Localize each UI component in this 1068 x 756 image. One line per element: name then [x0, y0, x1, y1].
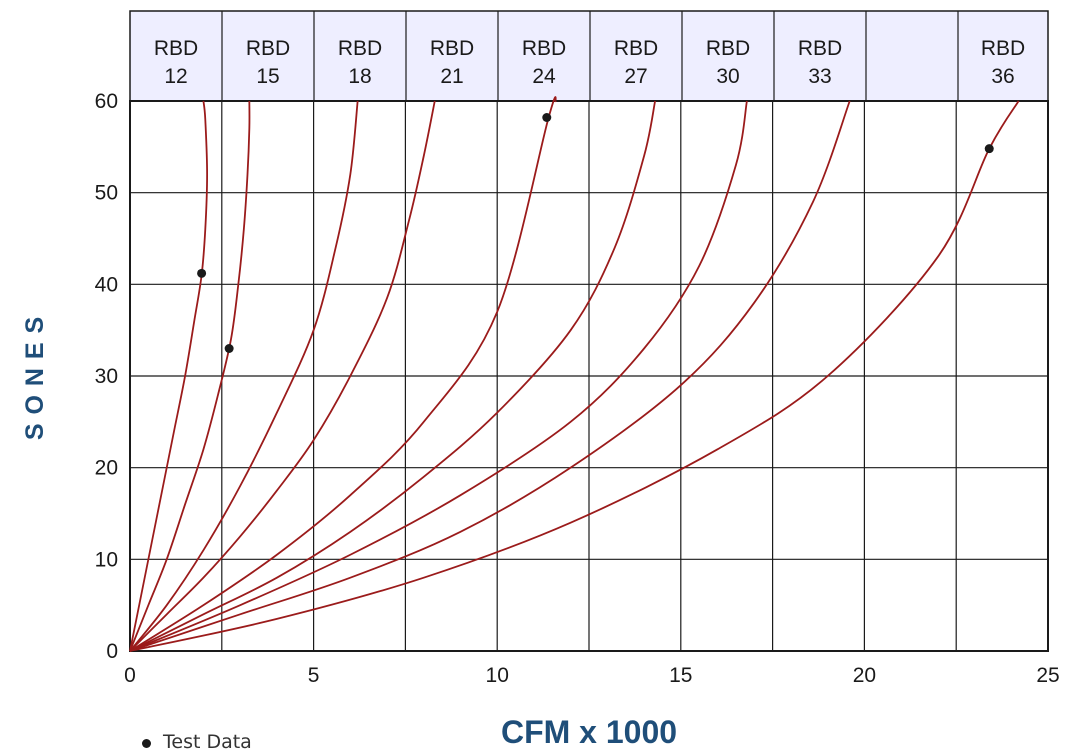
- test-data-point: [197, 268, 207, 278]
- header-label-line2: 15: [256, 65, 279, 88]
- curve-rbd-30: [129, 100, 748, 652]
- x-tick-label: 15: [669, 664, 692, 687]
- y-tick-label: 20: [95, 457, 118, 480]
- y-tick-label: 0: [106, 640, 118, 663]
- curve-rbd-27: [129, 100, 656, 652]
- header-label-line2: 21: [440, 65, 463, 88]
- header-label-line2: 24: [532, 65, 556, 88]
- header-label-line1: RBD: [246, 37, 290, 60]
- x-tick-label: 20: [853, 664, 876, 687]
- y-tick-label: 30: [95, 365, 118, 388]
- test-data-legend-marker: [142, 739, 151, 748]
- x-tick-label: 0: [124, 664, 136, 687]
- header-label-line1: RBD: [614, 37, 658, 60]
- header-label-line2: 36: [991, 65, 1014, 88]
- test-data-point: [542, 113, 552, 122]
- y-tick-label: 60: [95, 90, 118, 113]
- test-data-point: [984, 144, 994, 154]
- y-tick-label: 10: [95, 548, 118, 571]
- curve-rbd-12: [129, 100, 209, 652]
- y-tick-label: 40: [95, 273, 118, 296]
- curve-rbd-36: [129, 100, 1020, 652]
- curve-rbd-33: [129, 100, 851, 652]
- header-label-line2: 12: [164, 65, 187, 88]
- header-label-line1: RBD: [154, 37, 198, 60]
- x-axis-title: CFM x 1000: [501, 714, 677, 750]
- header-label-line1: RBD: [981, 37, 1025, 60]
- header-label-line1: RBD: [798, 37, 842, 60]
- legend-label: Test Data: [163, 731, 252, 753]
- curve-rbd-18: [129, 100, 359, 652]
- header-label-line2: 30: [716, 65, 739, 88]
- curve-rbd-15: [129, 100, 251, 652]
- header-band: [129, 10, 1049, 102]
- header-label-line1: RBD: [338, 37, 382, 60]
- x-tick-label: 10: [486, 664, 509, 687]
- curve-rbd-24: [129, 96, 557, 652]
- plot-frame: [129, 100, 1049, 652]
- header-label-line2: 33: [808, 65, 831, 88]
- header-label-line1: RBD: [522, 37, 566, 60]
- header-label-line2: 18: [348, 65, 371, 88]
- x-tick-label: 25: [1036, 664, 1059, 687]
- test-data-point: [224, 344, 234, 353]
- x-tick-label: 5: [308, 664, 320, 687]
- header-label-line2: 27: [624, 65, 647, 88]
- header-label-line1: RBD: [430, 37, 474, 60]
- y-axis-title: S O N E S: [21, 316, 49, 440]
- curve-rbd-21: [129, 100, 436, 652]
- header-label-line1: RBD: [706, 37, 750, 60]
- y-tick-label: 50: [95, 182, 118, 205]
